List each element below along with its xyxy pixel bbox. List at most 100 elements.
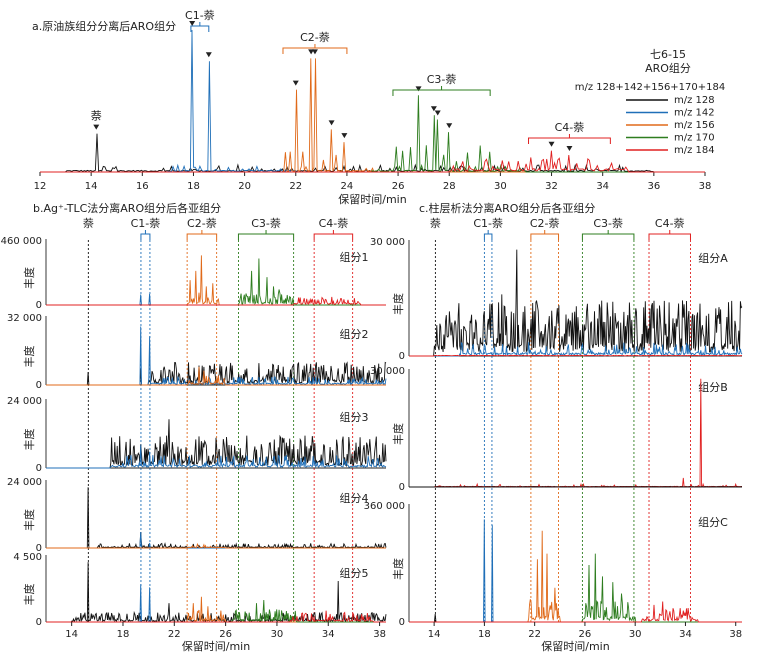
- panel-c-y-axis-label: 丰度: [391, 558, 405, 580]
- panel-c-group-bracket: [483, 230, 493, 240]
- panel-b-series-line: [46, 258, 386, 306]
- panel-a-group-label: C4-萘: [555, 121, 585, 134]
- panel-a-peak-marker: [189, 21, 196, 26]
- panel-b-x-tick-label: 34: [322, 629, 335, 640]
- legend-entry: m/z 142: [674, 108, 715, 119]
- panel-a-x-tick-label: 36: [647, 181, 660, 192]
- panel-b-series-line: [46, 487, 387, 550]
- panel-c-zero-label: 0: [399, 617, 405, 628]
- panel-a-group-label: C3-萘: [427, 73, 457, 86]
- panel-c-series-line: [409, 530, 742, 623]
- panel-b-group-bracket: [237, 230, 295, 240]
- panel-a-peak-marker: [93, 124, 100, 130]
- panel-b-subpanel-label: 组分5: [340, 566, 369, 580]
- panel-b-series-line: [46, 366, 386, 386]
- panel-c-x-tick-label: 34: [679, 629, 692, 640]
- panel-b-series-line: [46, 542, 386, 550]
- panel-a-series-line: [40, 29, 705, 173]
- panel-c-group-label: 萘: [430, 217, 441, 230]
- panel-b-x-tick-label: 18: [117, 629, 130, 640]
- panel-c-y-axis-label: 丰度: [391, 423, 405, 445]
- panel-b-series-line: [46, 562, 387, 623]
- panel-a-x-tick-label: 28: [443, 181, 456, 192]
- panel-b-y-axis-label: 丰度: [22, 267, 36, 289]
- panel-a-peak-marker: [328, 120, 335, 126]
- panel-c-series-line: [409, 601, 742, 623]
- panel-a-x-tick-label: 18: [187, 181, 200, 192]
- panel-a-x-tick-label: 22: [289, 181, 302, 192]
- panel-a: a.原油族组分分离后ARO组分 12 14 16 18 20 22 24 26 28 30 32 34 3…: [32, 9, 725, 206]
- panel-b-y-axis-label: 丰度: [22, 346, 36, 368]
- panel-c-subpanel-label: 组分B: [698, 380, 728, 394]
- panel-a-peak-marker: [311, 49, 318, 55]
- panel-c-x-tick-label: 26: [579, 629, 592, 640]
- panel-b-group-label: C3-萘: [251, 217, 281, 230]
- panel-b-series-line: [46, 610, 386, 623]
- panel-b-series-line: [46, 584, 386, 623]
- panel-a-x-axis-label: 保留时间/min: [338, 192, 406, 206]
- panel-b-group-label: C1-萘: [131, 217, 161, 230]
- legend-entry: m/z 128: [674, 95, 715, 106]
- panel-c-zero-label: 0: [399, 482, 405, 493]
- panel-b-y-axis-label: 丰度: [22, 429, 36, 451]
- panel-a-series-line: [40, 150, 705, 173]
- legend-subtitle: ARO组分: [645, 61, 691, 75]
- panel-a-x-tick-label: 24: [341, 181, 354, 192]
- panel-b-group-label: C2-萘: [187, 217, 217, 230]
- panel-b-title: b.Ag⁺-TLC法分离ARO组分后各亚组分: [33, 201, 221, 215]
- panel-b-group-bracket: [313, 230, 354, 240]
- panel-b-y-axis-label: 丰度: [22, 509, 36, 531]
- panel-c-series-line: [409, 519, 742, 623]
- panel-b-ymax-label: 4 500: [13, 552, 42, 563]
- panel-b-series-line: [46, 326, 387, 386]
- panel-c-group-bracket: [648, 230, 691, 240]
- panel-b-subpanel-label: 组分1: [340, 250, 369, 264]
- panel-b-zero-label: 0: [36, 380, 42, 391]
- panel-a-peak-marker: [292, 80, 299, 86]
- legend-entry: m/z 156: [674, 120, 715, 131]
- panel-a-x-tick-label: 30: [494, 181, 507, 192]
- panel-b-series-line: [46, 445, 387, 469]
- panel-b-ymax-label: 32 000: [7, 313, 42, 324]
- panel-c-ymax-label: 30 000: [370, 366, 405, 377]
- legend-entry: m/z 170: [674, 133, 715, 144]
- panel-a-group-label: C2-萘: [300, 31, 330, 44]
- panel-b-series-line: [46, 296, 386, 306]
- panel-c-group-label: C1-萘: [473, 217, 503, 230]
- panel-b-group-bracket: [186, 230, 218, 240]
- panel-c-x-axis-label: 保留时间/min: [541, 639, 609, 653]
- panel-a-peak-marker: [308, 49, 315, 55]
- panel-a-peak-marker: [341, 133, 348, 139]
- panel-c-subpanel-label: 组分C: [698, 515, 728, 529]
- panel-c-x-tick-label: 38: [729, 629, 742, 640]
- panel-a-peak-marker: [430, 106, 437, 112]
- panel-b-ymax-label: 24 000: [7, 477, 42, 488]
- panel-a-peak-marker: [415, 86, 422, 92]
- panel-a-peak-marker: [205, 52, 212, 58]
- panel-c-group-bracket: [581, 230, 635, 240]
- panel-b-group-label: 萘: [83, 217, 94, 230]
- panel-a-peak-marker: [566, 145, 573, 151]
- panel-b-zero-label: 0: [36, 543, 42, 554]
- panel-b-group-bracket: [140, 230, 151, 240]
- panel-a-x-tick-label: 26: [392, 181, 405, 192]
- panel-b-y-axis-label: 丰度: [22, 584, 36, 606]
- panel-a-series-line: [40, 95, 705, 173]
- panel-c-ymax-label: 30 000: [370, 237, 405, 248]
- panel-c-group-label: C4-萘: [655, 217, 685, 230]
- panel-b-ymax-label: 24 000: [7, 396, 42, 407]
- panel-b-series-line: [46, 419, 387, 469]
- panel-b-zero-label: 0: [36, 617, 42, 628]
- panel-c-y-axis-label: 丰度: [391, 293, 405, 315]
- panel-b-group-label: C4-萘: [319, 217, 349, 230]
- panel-a-peak-marker: [548, 141, 555, 147]
- panel-c-x-tick-label: 22: [528, 629, 541, 640]
- panel-a-group-label: C1-萘: [185, 9, 215, 22]
- panel-b-x-tick-label: 30: [271, 629, 284, 640]
- panel-c-subpanel-label: 组分A: [698, 251, 728, 265]
- panel-b-x-tick-label: 14: [65, 629, 78, 640]
- panel-a-group-bracket: [528, 134, 611, 144]
- panel-a-x-tick-label: 20: [238, 181, 251, 192]
- panel-b-x-tick-label: 22: [168, 629, 181, 640]
